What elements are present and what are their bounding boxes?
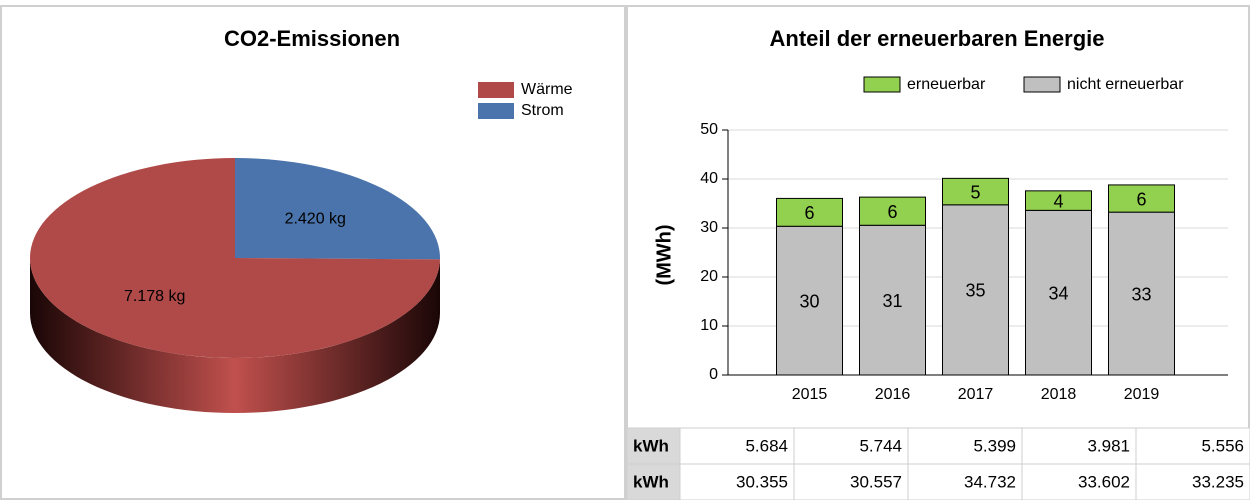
bar-segment: [859, 196, 926, 226]
x-tick-label: 2019: [1124, 386, 1160, 403]
table-cell-text: kWh: [633, 472, 669, 491]
bar-segment: [776, 225, 843, 376]
table-cell-text: 30.557: [850, 472, 902, 491]
y-tick-label: 0: [709, 366, 718, 383]
bar-segment: [1025, 190, 1092, 211]
table-cell: [679, 427, 795, 465]
y-tick-label: 20: [700, 268, 718, 285]
y-axis-label: (MWh): [653, 224, 675, 285]
bar-segment: [1108, 211, 1175, 376]
legend-label: Wärme: [521, 81, 573, 98]
pie-slice: [30, 158, 440, 358]
chart-title: CO2-Emissionen: [224, 26, 400, 51]
bar-segment: [776, 197, 843, 227]
table-cell: [1021, 463, 1137, 500]
table-cell-text: kWh: [633, 436, 669, 455]
bar-value-label: 34: [1048, 283, 1068, 303]
x-tick-label: 2018: [1041, 386, 1077, 403]
legend-swatch: [863, 76, 901, 93]
legend-swatch: [478, 103, 514, 119]
table-cell-text: 5.744: [859, 436, 902, 455]
bar-value-label: 6: [804, 203, 814, 223]
table-cell: [1135, 463, 1250, 500]
table-cell-text: 33.602: [1078, 472, 1130, 491]
table-cell-text: 33.235: [1192, 472, 1244, 491]
bar-value-label: 5: [970, 182, 980, 202]
bar-value-label: 6: [1136, 189, 1146, 209]
y-tick-label: 10: [700, 317, 718, 334]
bar-segment: [942, 204, 1009, 376]
bar-segment: [942, 177, 1009, 206]
x-tick-label: 2017: [958, 386, 994, 403]
bar-value-label: 6: [887, 202, 897, 222]
bar-segment: [1108, 184, 1175, 213]
bar-value-label: 4: [1053, 191, 1063, 211]
slice-label: 2.420 kg: [285, 211, 346, 228]
legend-label: Strom: [521, 102, 564, 119]
bar-value-label: 33: [1131, 284, 1151, 304]
table-cell: [793, 463, 909, 500]
x-tick-label: 2016: [875, 386, 911, 403]
bar-value-label: 31: [882, 291, 902, 311]
table-cell: [793, 427, 909, 465]
y-tick-label: 40: [700, 170, 718, 187]
panel-border: [0, 5, 626, 500]
table-cell: [907, 427, 1023, 465]
legend-swatch: [1023, 76, 1061, 93]
legend-label: nicht erneuerbar: [1067, 76, 1184, 93]
table-cell-text: 3.981: [1087, 436, 1130, 455]
x-tick-label: 2015: [792, 386, 828, 403]
slice-label: 7.178 kg: [124, 288, 185, 305]
table-cell: [679, 463, 795, 500]
pie-slice: [235, 158, 440, 260]
y-tick-label: 30: [700, 219, 718, 236]
table-cell: [1135, 427, 1250, 465]
bar-value-label: 30: [799, 291, 819, 311]
bar-segment: [1025, 209, 1092, 376]
bar-value-label: 35: [965, 281, 985, 301]
legend-swatch: [478, 82, 514, 98]
table-cell: [907, 463, 1023, 500]
table-cell: [1021, 427, 1137, 465]
legend-label: erneuerbar: [907, 76, 986, 93]
chart-title: Anteil der erneuerbaren Energie: [770, 26, 1105, 51]
table-cell-text: 34.732: [964, 472, 1016, 491]
table-cell-text: 5.556: [1201, 436, 1244, 455]
table-cell-text: 5.684: [745, 436, 788, 455]
y-tick-label: 50: [700, 121, 718, 138]
table-cell-text: 5.399: [973, 436, 1016, 455]
table-cell-text: 30.355: [736, 472, 788, 491]
pie-side: [30, 258, 440, 413]
bar-segment: [859, 224, 926, 376]
